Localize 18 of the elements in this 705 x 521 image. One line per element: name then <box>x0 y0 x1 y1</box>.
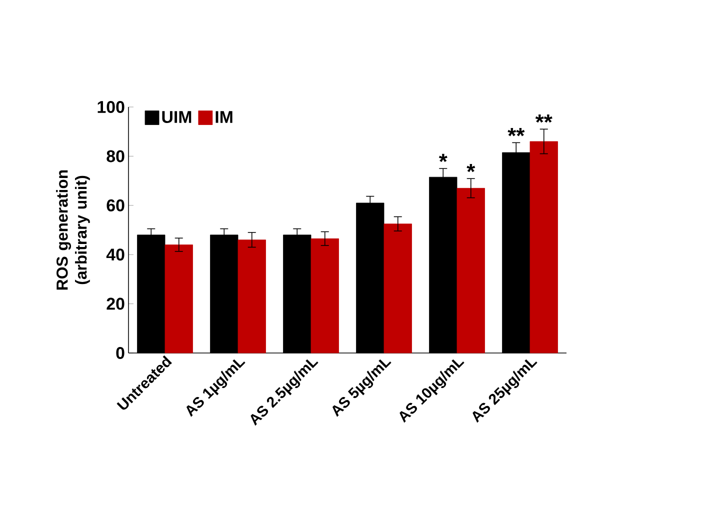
bar <box>530 141 558 354</box>
bar <box>164 244 193 354</box>
annotation: * <box>466 164 476 172</box>
bar <box>384 224 412 354</box>
annotation: * <box>438 154 448 162</box>
bar <box>310 238 339 354</box>
y-tick-label: 40 <box>106 248 124 261</box>
y-tick-label: 100 <box>98 101 124 113</box>
annotation: ** <box>535 114 552 123</box>
y-tick-label: 20 <box>106 298 124 310</box>
y-axis-title: ROS generation (arbitrary unit) <box>56 170 90 290</box>
y-tick-label: 80 <box>106 150 124 162</box>
legend-label: UIM <box>162 111 192 124</box>
y-tick-label: 60 <box>106 199 124 212</box>
legend-label: IM <box>216 111 232 123</box>
bar <box>238 240 266 354</box>
annotation: ** <box>508 128 525 136</box>
bar <box>456 188 485 354</box>
